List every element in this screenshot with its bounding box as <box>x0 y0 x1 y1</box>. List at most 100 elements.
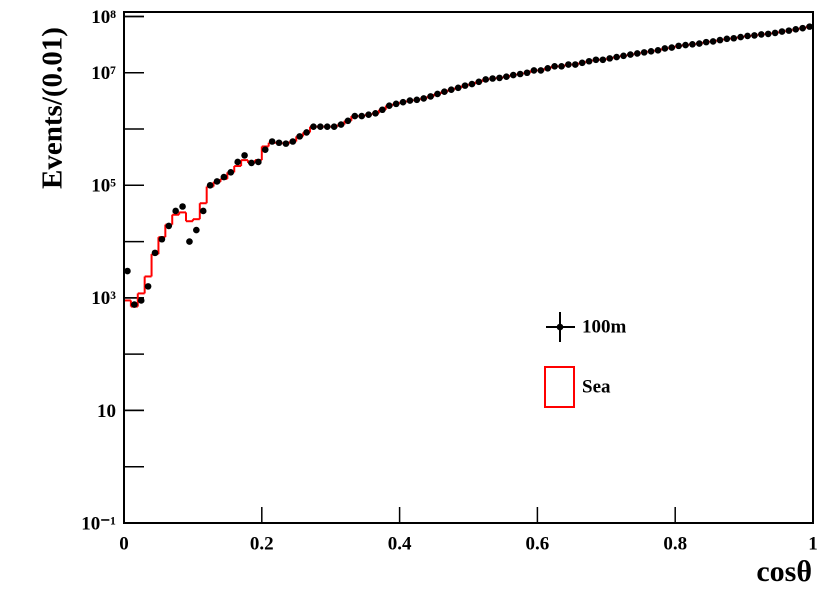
data-point <box>399 98 407 106</box>
data-point <box>799 24 806 32</box>
plot-frame <box>123 11 814 524</box>
data-point <box>275 139 283 147</box>
data-point <box>337 121 345 128</box>
data-point <box>468 80 476 88</box>
data-point <box>165 222 173 230</box>
data-point <box>682 41 689 49</box>
data-point <box>186 238 193 245</box>
data-point <box>213 178 221 185</box>
y-axis-title: Events/(0.01) <box>37 27 69 189</box>
data-point <box>592 56 600 64</box>
data-point <box>806 23 813 30</box>
data-point <box>620 52 627 60</box>
data-point <box>255 158 262 166</box>
data-point <box>144 283 152 290</box>
data-point <box>578 59 586 67</box>
data-point <box>296 133 303 140</box>
data-point <box>716 36 724 44</box>
legend-label: 100m <box>582 316 627 337</box>
data-point <box>723 35 731 43</box>
data-point <box>248 159 255 167</box>
data-point <box>193 226 200 234</box>
x-tick-label: 1 <box>808 533 818 554</box>
data-point <box>730 34 738 42</box>
data-point <box>509 71 517 79</box>
data-point <box>441 88 448 96</box>
data-point <box>634 50 641 57</box>
data-point <box>434 90 441 98</box>
data-point <box>627 51 634 58</box>
data-point <box>461 82 469 89</box>
data-point <box>613 53 620 61</box>
data-point <box>778 28 786 35</box>
data-point <box>571 61 579 68</box>
y-tick-label: 10⁷ <box>91 63 116 84</box>
data-point <box>454 84 462 92</box>
data-point <box>654 47 662 54</box>
data-point <box>385 102 393 109</box>
data-point <box>220 173 228 181</box>
data-point <box>702 38 710 46</box>
data-point <box>158 235 166 243</box>
data-point <box>261 146 269 153</box>
data-point <box>241 152 248 159</box>
data-point <box>675 42 682 50</box>
y-tick-label: 10³ <box>91 288 116 309</box>
data-point <box>482 76 490 83</box>
data-point <box>640 49 648 56</box>
y-tick-label: 10⁻¹ <box>81 513 116 534</box>
data-point <box>565 61 572 68</box>
data-point <box>289 138 297 145</box>
x-tick-label: 0.6 <box>526 533 550 554</box>
x-tick-label: 0.2 <box>250 533 274 554</box>
data-point <box>282 140 290 147</box>
data-point <box>709 38 717 45</box>
data-point <box>372 110 379 117</box>
data-point <box>764 30 772 38</box>
data-point <box>310 123 317 130</box>
data-point <box>606 55 614 62</box>
data-point <box>268 138 276 145</box>
data-point <box>737 33 744 41</box>
y-tick-label: 10⁵ <box>91 176 116 197</box>
data-point <box>475 78 483 86</box>
data-point <box>771 29 779 37</box>
x-tick-label: 0.8 <box>663 533 687 554</box>
legend-marker <box>544 366 575 408</box>
data-point <box>792 26 800 33</box>
data-point <box>420 95 428 102</box>
data-point <box>751 32 758 39</box>
data-point <box>530 67 538 74</box>
data-point <box>124 267 131 275</box>
data-point <box>392 100 400 108</box>
data-point <box>503 73 510 81</box>
data-point <box>523 69 531 77</box>
data-point <box>323 123 331 130</box>
data-point <box>358 112 366 120</box>
data-point <box>379 106 386 114</box>
data-point <box>344 117 352 125</box>
data-point <box>317 123 324 130</box>
data-point <box>758 31 765 38</box>
data-point <box>585 57 593 65</box>
data-point <box>668 44 676 51</box>
data-point <box>330 123 338 130</box>
data-point <box>303 129 310 136</box>
data-point <box>151 249 159 257</box>
data-point <box>785 27 793 34</box>
legend-label: Sea <box>582 376 611 397</box>
legend-marker <box>556 323 564 331</box>
data-point <box>137 297 145 304</box>
x-axis-title: cosθ <box>756 555 812 588</box>
data-point <box>544 64 552 72</box>
data-point <box>206 182 214 189</box>
data-point <box>599 56 607 64</box>
x-tick-label: 0 <box>119 533 129 554</box>
data-point <box>661 45 669 52</box>
data-point <box>696 40 703 47</box>
data-point <box>234 158 241 166</box>
data-point <box>351 112 359 120</box>
data-point <box>489 75 496 82</box>
data-point <box>537 67 545 74</box>
data-point <box>427 93 434 100</box>
